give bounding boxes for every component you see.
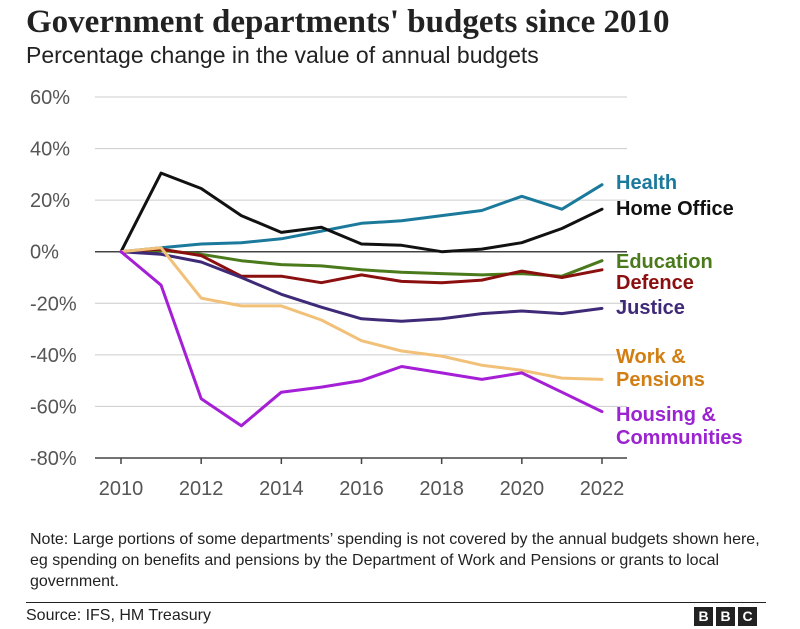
x-tick-label: 2022 xyxy=(580,478,625,500)
y-axis-tick-labels: 60% 40% 20% 0% -20% -40% -60% -80% xyxy=(30,87,77,470)
chart-title: Government departments' budgets since 20… xyxy=(26,4,670,40)
x-tick-label: 2014 xyxy=(259,478,304,500)
series-line-work-pensions xyxy=(119,246,604,381)
series-label-housing-communities: Communities xyxy=(616,427,743,449)
series-line-housing-communities xyxy=(119,250,604,428)
chart-subtitle: Percentage change in the value of annual… xyxy=(26,42,539,68)
series-label-defence: Defence xyxy=(616,272,694,294)
series-label-home-office: Home Office xyxy=(616,198,734,220)
x-axis-tick-labels: 2010 2012 2014 2016 2018 2020 2022 xyxy=(99,458,625,500)
y-tick-label: 40% xyxy=(30,139,70,161)
x-tick-label: 2012 xyxy=(179,478,224,500)
x-tick-label: 2010 xyxy=(99,478,144,500)
line-chart: 60% 40% 20% 0% -20% -40% -60% -80% 2010 2012 2014… xyxy=(30,87,743,500)
y-tick-label: 0% xyxy=(30,242,59,264)
y-tick-label: -20% xyxy=(30,293,77,315)
series-lines xyxy=(119,171,604,428)
series-label-work-pensions: Pensions xyxy=(616,369,705,391)
bbc-logo-letter-2: B xyxy=(716,607,735,626)
y-tick-label: -60% xyxy=(30,396,77,418)
chart-note: Note: Large portions of some departments… xyxy=(30,531,760,590)
bbc-logo-letter-3: C xyxy=(738,607,757,626)
series-line-justice xyxy=(119,250,604,323)
footer-divider xyxy=(26,602,766,603)
series-label-education: Education xyxy=(616,251,713,273)
x-tick-label: 2020 xyxy=(500,478,545,500)
x-tick-label: 2016 xyxy=(339,478,384,500)
bbc-logo-letter-1: B xyxy=(694,607,713,626)
series-label-justice: Justice xyxy=(616,297,685,319)
y-tick-label: 60% xyxy=(30,87,70,109)
series-label-work-pensions: Work & xyxy=(616,346,686,368)
y-tick-label: -40% xyxy=(30,345,77,367)
y-tick-label: 20% xyxy=(30,190,70,212)
x-tick-label: 2018 xyxy=(419,478,464,500)
series-label-health: Health xyxy=(616,172,677,194)
series-line-home-office xyxy=(119,171,604,254)
chart-source: Source: IFS, HM Treasury xyxy=(26,607,211,624)
series-label-housing-communities: Housing & xyxy=(616,404,716,426)
gridlines xyxy=(95,96,627,459)
series-line-health xyxy=(119,183,604,254)
series-line-defence xyxy=(119,247,604,285)
y-tick-label: -80% xyxy=(30,448,77,470)
bbc-logo: B B C xyxy=(694,607,757,626)
